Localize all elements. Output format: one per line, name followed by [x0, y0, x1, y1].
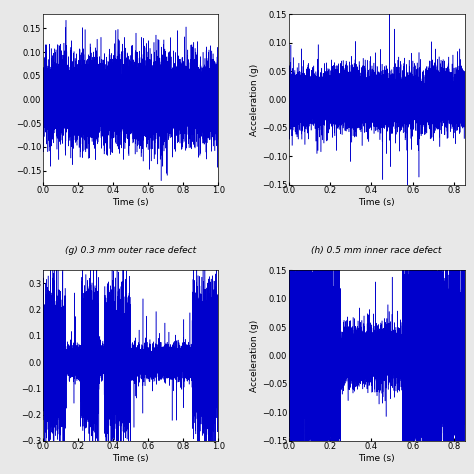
Text: (g) 0.3 mm outer race defect: (g) 0.3 mm outer race defect [65, 246, 196, 255]
Text: (h) 0.5 mm inner race defect: (h) 0.5 mm inner race defect [311, 246, 442, 255]
Y-axis label: Acceleration (g): Acceleration (g) [250, 319, 259, 392]
X-axis label: Time (s): Time (s) [112, 198, 149, 207]
Y-axis label: Acceleration (g): Acceleration (g) [250, 64, 259, 136]
X-axis label: Time (s): Time (s) [358, 454, 395, 463]
X-axis label: Time (s): Time (s) [112, 454, 149, 463]
X-axis label: Time (s): Time (s) [358, 198, 395, 207]
